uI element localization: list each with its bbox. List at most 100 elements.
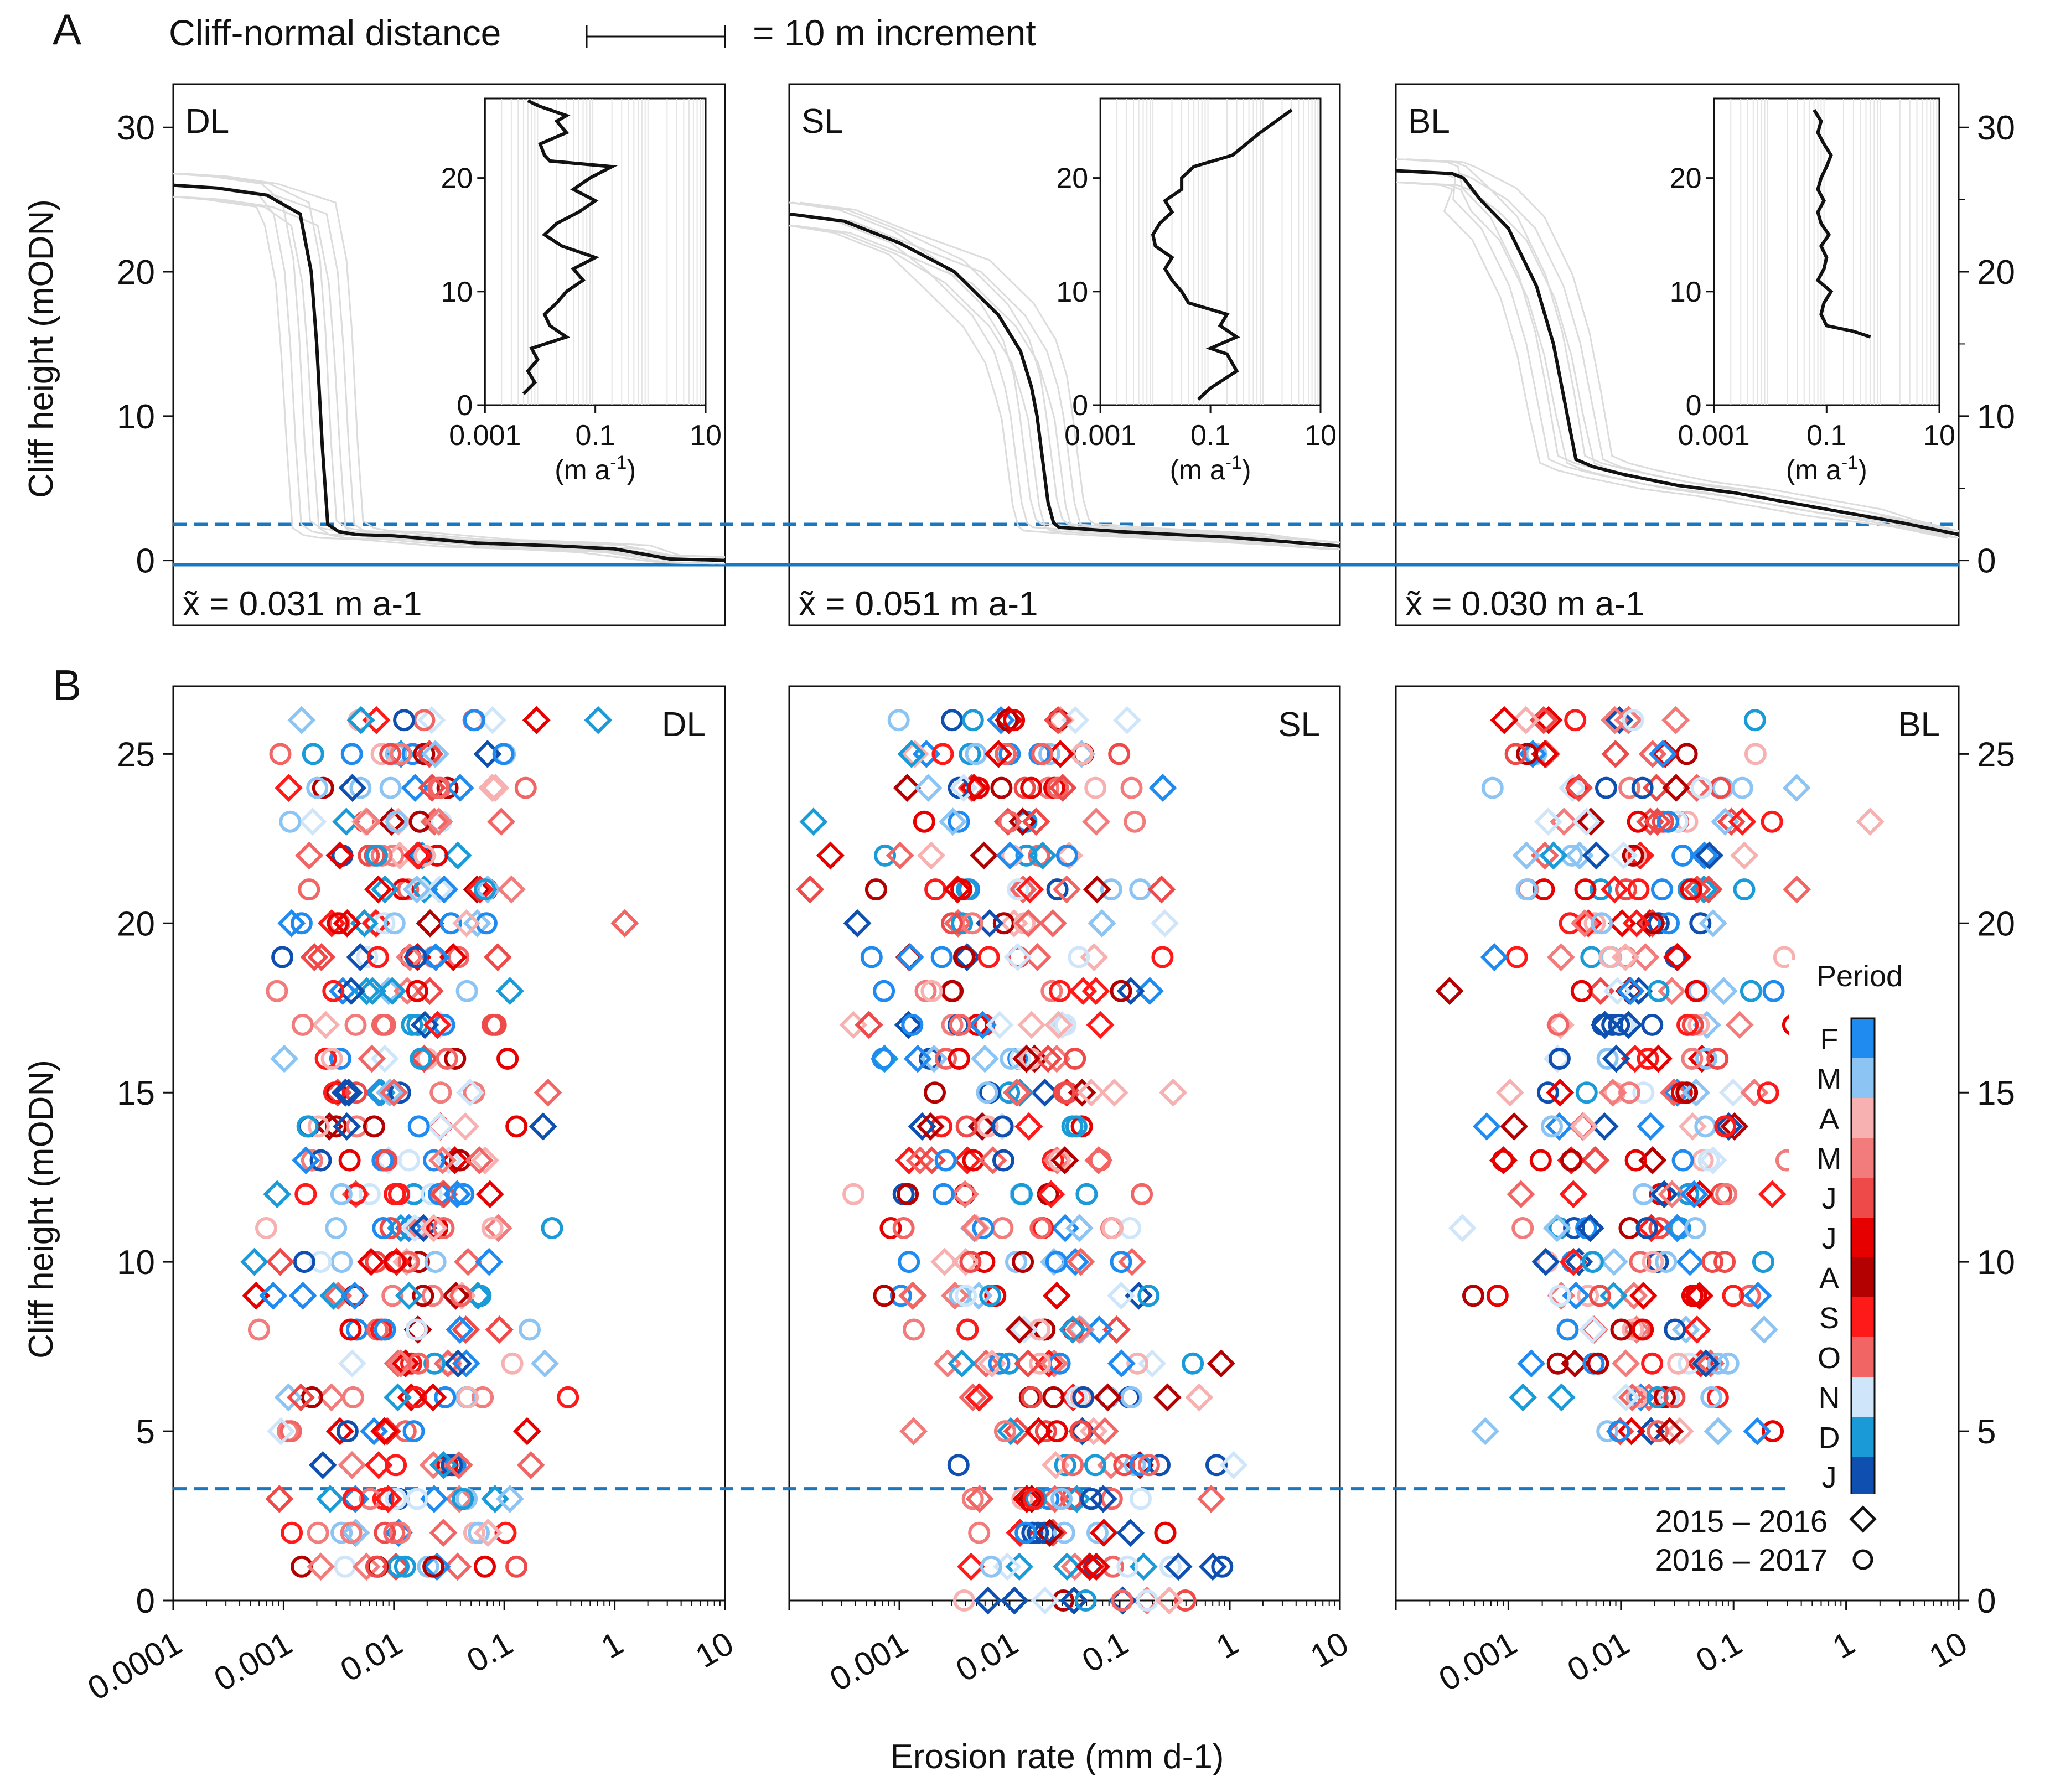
panel-b-bl-diamond-point — [1614, 706, 1643, 734]
panel-b-bl-diamond-point — [1530, 841, 1559, 870]
legend-color-0 — [1851, 1018, 1875, 1058]
panel-b-sl-diamond-point — [996, 1417, 1025, 1446]
panel-b-dl-circle-point — [463, 709, 486, 732]
panel-b-sl-circle-point — [873, 980, 895, 1002]
panel-b-dl-diamond-point — [328, 977, 357, 1006]
panel-b-sl-diamond-point — [843, 909, 872, 938]
panel-b-sl-diamond-point — [899, 1417, 928, 1446]
panel-b-dl-circle-point — [492, 743, 515, 765]
panel-b-sl-diamond-point — [855, 1011, 883, 1039]
panel-a-inset-x-axis-label: (m a-1) — [555, 452, 636, 485]
panel-b-sl-diamond-point — [943, 875, 972, 904]
panel-b-bl-circle-point — [1714, 1115, 1737, 1138]
panel-b-sl-diamond-point — [1136, 977, 1164, 1006]
panel-a-dl-inset-frame — [484, 97, 707, 406]
legend-month-label-11: J — [1822, 1461, 1837, 1494]
panel-b-dl-circle-point — [383, 1521, 406, 1544]
panel-b-sl-circle-point — [976, 1115, 999, 1138]
panel-b-sl-diamond-point — [1083, 875, 1111, 904]
panel-b-dl-diamond-point — [497, 875, 526, 904]
panel-b-dl-circle-point — [496, 1048, 519, 1070]
panel-b-sl-diamond-point — [1075, 1552, 1104, 1581]
panel-b-sl-diamond-point — [1042, 1281, 1071, 1310]
panel-b-bl-circle-point — [1641, 1013, 1664, 1036]
panel-b-dl-circle-point — [401, 1013, 423, 1036]
panel-b-dl-diamond-point — [418, 774, 447, 802]
panel-b-sl-diamond-point — [1088, 909, 1116, 938]
panel-b-dl-diamond-point — [319, 1281, 348, 1310]
panel-b-sl-diamond-point — [965, 1484, 994, 1513]
panel-b-sl-circle-point — [1047, 776, 1069, 799]
legend-month-label-5: J — [1822, 1222, 1837, 1255]
panel-b-bl-diamond-point — [1618, 1383, 1647, 1412]
panel-b-bl-diamond-point — [1661, 774, 1690, 802]
panel-a-inset-x-tick-label: 0.001 — [1064, 419, 1136, 452]
panel-b-bl-circle-point — [1516, 743, 1539, 765]
panel-b-sl-circle-point — [1020, 776, 1043, 799]
panel-b-bl-diamond-point — [1534, 807, 1562, 836]
panel-b-dl-circle-point — [358, 844, 380, 867]
panel-a-inset-x-tick-label: 0.1 — [1190, 419, 1230, 452]
panel-b-bl-circle-point — [1655, 1251, 1678, 1273]
panel-b-sl-diamond-point — [1016, 875, 1044, 904]
panel-b-sl-diamond-point — [1012, 1044, 1040, 1073]
panel-b-bl-diamond-point — [1637, 1417, 1665, 1446]
panel-b-sl-diamond-point — [899, 1281, 928, 1310]
panel-a-sl-frame — [788, 83, 1341, 626]
panel-b-sl-circle-point — [892, 1217, 915, 1239]
panel-a-bl-ensemble-profile — [1404, 170, 1959, 536]
panel-b-dl-diamond-point — [275, 774, 303, 802]
panel-b-sl-diamond-point — [1093, 1383, 1122, 1412]
panel-b-sl-circle-point — [1065, 1386, 1088, 1408]
series-legend-2016-label: 2016 – 2017 — [1655, 1542, 1828, 1577]
panel-b-bl-circle-point — [1590, 878, 1612, 901]
panel-b-sl-circle-point — [1084, 1454, 1106, 1477]
panel-b-bl-diamond-point — [1725, 1011, 1754, 1039]
panel-b-bl-diamond-point — [1472, 1112, 1501, 1141]
panel-b-dl-circle-point — [394, 1555, 416, 1578]
inset-unit-base: (m a — [1170, 454, 1225, 485]
panel-b-dl-diamond-point — [386, 1349, 415, 1378]
panel-b-bl-circle-point — [1695, 1048, 1718, 1070]
panel-b-sl-diamond-point — [1082, 1552, 1111, 1581]
panel-b-sl-circle-point — [991, 1115, 1014, 1138]
panel-b-left-tick-label: 25 — [117, 736, 155, 774]
panel-b-dl-circle-point — [474, 1555, 496, 1578]
panel-b-dl-diamond-point — [265, 1484, 294, 1513]
panel-b-bl-circle-point — [1631, 776, 1654, 799]
panel-b-bl-circle-point — [1515, 878, 1538, 901]
panel-b-bl-diamond-point — [1658, 1180, 1686, 1209]
panel-b-bl-circle-point — [1596, 1420, 1619, 1443]
panel-b-dl-diamond-point — [374, 1484, 402, 1513]
panel-b-bl-diamond-point — [1638, 1146, 1667, 1175]
panel-b-sl-circle-point — [953, 1589, 976, 1612]
legend-color-1 — [1851, 1058, 1875, 1098]
panel-b-sl-diamond-point — [996, 841, 1024, 870]
panel-b-dl-diamond-point — [378, 977, 407, 1006]
panel-b-sl-diamond-point — [977, 1349, 1006, 1378]
scale-bar — [586, 25, 726, 48]
panel-b-dl-diamond-point — [429, 1451, 458, 1479]
panel-b-dl-circle-point — [356, 946, 379, 968]
panel-b-dl-circle-point — [405, 1318, 428, 1341]
panel-b-dl-circle-point — [557, 1386, 579, 1408]
panel-b-dl-diamond-point — [341, 1519, 370, 1547]
panel-b-bl-diamond-point — [1743, 1281, 1772, 1310]
panel-b-dl-diamond-point — [478, 706, 507, 734]
panel-b-dl-circle-point — [374, 1318, 396, 1341]
panel-b-sl-circle-point — [1021, 1386, 1043, 1408]
panel-b-dl-circle-point — [405, 1386, 427, 1408]
panel-b-sl-circle-point — [1049, 980, 1071, 1002]
panel-b-sl-circle-point — [961, 1488, 984, 1510]
panel-b-sl-circle-point — [1005, 1251, 1027, 1273]
panel-b-dl-circle-point — [393, 709, 416, 732]
panel-b-dl-diamond-point — [463, 1281, 492, 1310]
panel-b-dl-diamond-point — [277, 909, 306, 938]
panel-b-sl-circle-point — [1086, 1521, 1109, 1544]
panel-b-sl-diamond-point — [975, 909, 1004, 938]
panel-b-sl-circle-point — [934, 1149, 957, 1172]
panel-b-dl-diamond-point — [295, 841, 324, 870]
panel-a-sl-median-profile — [789, 212, 1340, 548]
panel-b-bl-circle-point — [1462, 1285, 1484, 1307]
